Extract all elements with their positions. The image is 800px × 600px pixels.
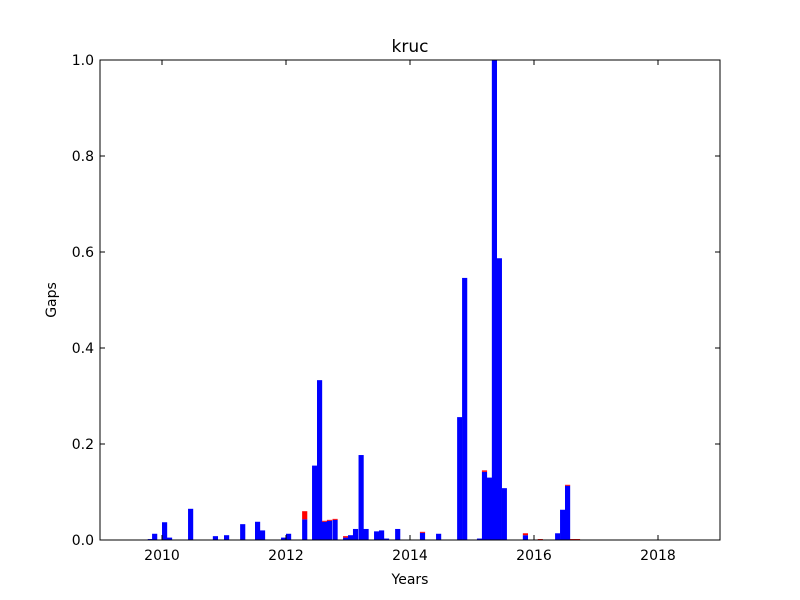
bar <box>348 535 354 540</box>
y-tick-label: 0.0 <box>72 533 94 549</box>
bar <box>240 524 246 540</box>
bar <box>281 537 287 540</box>
bar <box>152 533 158 540</box>
bar <box>326 519 333 521</box>
bar <box>462 277 468 540</box>
bar <box>286 533 292 540</box>
bar <box>162 522 168 540</box>
bar <box>501 488 507 540</box>
bar <box>188 508 194 540</box>
y-tick-label: 1.0 <box>72 53 94 69</box>
x-tick-label: 2016 <box>516 548 552 564</box>
x-tick-label: 2014 <box>392 548 428 564</box>
bar <box>343 537 349 540</box>
bar <box>358 455 364 540</box>
x-tick-label: 2012 <box>268 548 304 564</box>
bar <box>486 477 493 540</box>
bar <box>476 538 483 540</box>
y-tick-label: 0.6 <box>72 245 94 261</box>
bar <box>565 485 571 540</box>
bar <box>565 484 571 486</box>
bar <box>496 258 502 540</box>
x-axis-label: Years <box>391 572 429 588</box>
bar <box>383 538 390 540</box>
y-tick-label: 0.8 <box>72 149 94 165</box>
bar <box>321 521 328 540</box>
bar <box>259 530 266 540</box>
bar <box>326 520 333 540</box>
bar <box>302 511 308 520</box>
bar <box>224 535 230 540</box>
bar <box>522 535 529 540</box>
bar <box>457 417 463 540</box>
plot-frame <box>99 59 721 541</box>
bar <box>419 531 426 533</box>
bar <box>481 470 488 472</box>
bar <box>343 536 349 538</box>
bar <box>395 528 401 540</box>
bar <box>522 533 529 536</box>
bar <box>332 519 338 540</box>
bar <box>317 380 323 540</box>
bar <box>332 518 338 520</box>
bar <box>436 533 442 540</box>
bar <box>379 530 385 540</box>
bar <box>321 520 328 522</box>
bar <box>212 536 219 540</box>
y-tick-label: 0.4 <box>72 341 94 357</box>
bar <box>481 471 488 540</box>
bar <box>352 528 359 540</box>
bar <box>312 465 318 540</box>
bar <box>255 521 261 540</box>
x-tick-label: 2018 <box>640 548 676 564</box>
bar <box>555 533 561 540</box>
bar <box>560 509 566 540</box>
y-axis-label: Gaps <box>44 282 60 318</box>
bar <box>166 537 173 540</box>
bar <box>419 532 426 540</box>
bar <box>491 60 498 540</box>
bar <box>374 531 380 540</box>
x-tick-label: 2010 <box>144 548 180 564</box>
bar <box>363 528 369 540</box>
bar <box>302 519 308 540</box>
y-tick-label: 0.2 <box>72 437 94 453</box>
chart-title: kruc <box>392 37 429 57</box>
